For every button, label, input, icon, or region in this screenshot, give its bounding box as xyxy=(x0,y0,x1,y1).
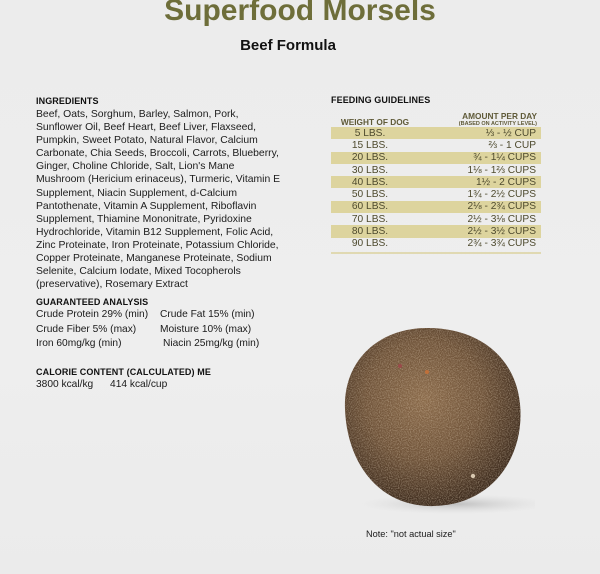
col-amount-header: AMOUNT PER DAY xyxy=(462,111,537,121)
weight-cell: 80 LBS. xyxy=(351,226,389,238)
weight-cell: 15 LBS. xyxy=(351,139,389,151)
feeding-guidelines-section: FEEDING GUIDELINES WEIGHT OF DOG AMOUNT … xyxy=(331,95,541,254)
weight-cell: 90 LBS. xyxy=(351,238,389,250)
table-row: 90 LBS. 2¾ - 3¾ CUPS xyxy=(331,238,541,250)
amount-cell: ⅓ - ½ CUP xyxy=(485,127,536,139)
analysis-item: Crude Fat 15% (min) xyxy=(160,309,255,320)
feeding-table-header: WEIGHT OF DOG AMOUNT PER DAY (BASED ON A… xyxy=(331,107,541,127)
feeding-heading: FEEDING GUIDELINES xyxy=(331,95,431,105)
amount-cell: 2⅛ - 2¾ CUPS xyxy=(467,201,536,213)
weight-cell: 20 LBS. xyxy=(351,152,389,164)
table-row: 80 LBS. 2½ - 3½ CUPS xyxy=(331,225,541,238)
analysis-item: Moisture 10% (max) xyxy=(160,323,252,335)
table-row: 40 LBS. 1½ - 2 CUPS xyxy=(331,176,541,189)
amount-cell: 2½ - 3⅛ CUPS xyxy=(467,213,536,225)
amount-cell: 2½ - 3½ CUPS xyxy=(467,226,536,238)
col-weight-header: WEIGHT OF DOG xyxy=(340,117,410,127)
weight-cell: 70 LBS. xyxy=(351,213,389,225)
guaranteed-analysis-section: GUARANTEED ANALYSIS Crude Protein 29% (m… xyxy=(36,297,296,352)
size-note: Note: "not actual size" xyxy=(366,529,456,539)
weight-cell: 30 LBS. xyxy=(351,164,389,176)
feeding-table-body: 5 LBS. ⅓ - ½ CUP 15 LBS. ⅔ - 1 CUP 20 LBS.… xyxy=(331,127,541,250)
amount-cell: 1½ - 2 CUPS xyxy=(475,176,536,188)
table-row: 60 LBS. 2⅛ - 2¾ CUPS xyxy=(331,200,541,214)
analysis-item: Crude Fiber 5% (max) xyxy=(36,323,137,335)
table-row: 70 LBS. 2½ - 3⅛ CUPS xyxy=(331,213,541,225)
table-row: 5 LBS. ⅓ - ½ CUP xyxy=(331,127,541,140)
weight-cell: 60 LBS. xyxy=(351,201,389,213)
col-amount-subheader: (BASED ON ACTIVITY LEVEL) xyxy=(458,121,537,127)
analysis-item: Crude Protein 29% (min) xyxy=(36,309,149,320)
analysis-item: Iron 60mg/kg (min) xyxy=(36,338,122,349)
amount-cell: 1⅛ - 1⅔ CUPS xyxy=(467,164,536,176)
weight-cell: 40 LBS. xyxy=(351,176,389,188)
ingredients-heading: INGREDIENTS xyxy=(36,96,99,106)
calorie-per-kg: 3800 kcal/kg xyxy=(36,379,94,390)
calorie-heading: CALORIE CONTENT (CALCULATED) ME xyxy=(36,367,211,377)
calorie-per-cup: 414 kcal/cup xyxy=(110,379,168,390)
morsel-photo xyxy=(344,327,535,514)
calorie-section: CALORIE CONTENT (CALCULATED) ME 3800 kca… xyxy=(36,367,296,390)
page-subtitle: Beef Formula xyxy=(240,37,336,54)
weight-cell: 5 LBS. xyxy=(354,127,386,139)
page-title: Superfood Morsels xyxy=(164,0,436,27)
table-row: 20 LBS. ¾ - 1¼ CUPS xyxy=(331,151,541,164)
analysis-item: Niacin 25mg/kg (min) xyxy=(163,338,260,349)
ingredients-text: Beef, Oats, Sorghum, Barley, Salmon, Por… xyxy=(36,109,281,291)
table-row: 50 LBS. 1¾ - 2½ CUPS xyxy=(331,188,541,200)
weight-cell: 50 LBS. xyxy=(351,189,389,201)
amount-cell: 2¾ - 3¾ CUPS xyxy=(467,238,536,250)
amount-cell: ⅔ - 1 CUP xyxy=(488,139,536,151)
amount-cell: ¾ - 1¼ CUPS xyxy=(473,152,536,164)
table-row: 30 LBS. 1⅛ - 1⅔ CUPS xyxy=(331,164,541,176)
amount-cell: 1¾ - 2½ CUPS xyxy=(467,189,536,201)
table-bottom-rule xyxy=(331,251,541,254)
table-row: 15 LBS. ⅔ - 1 CUP xyxy=(331,139,541,151)
analysis-heading: GUARANTEED ANALYSIS xyxy=(36,297,149,307)
ingredients-section: INGREDIENTS Beef, Oats, Sorghum, Barley,… xyxy=(36,96,286,291)
